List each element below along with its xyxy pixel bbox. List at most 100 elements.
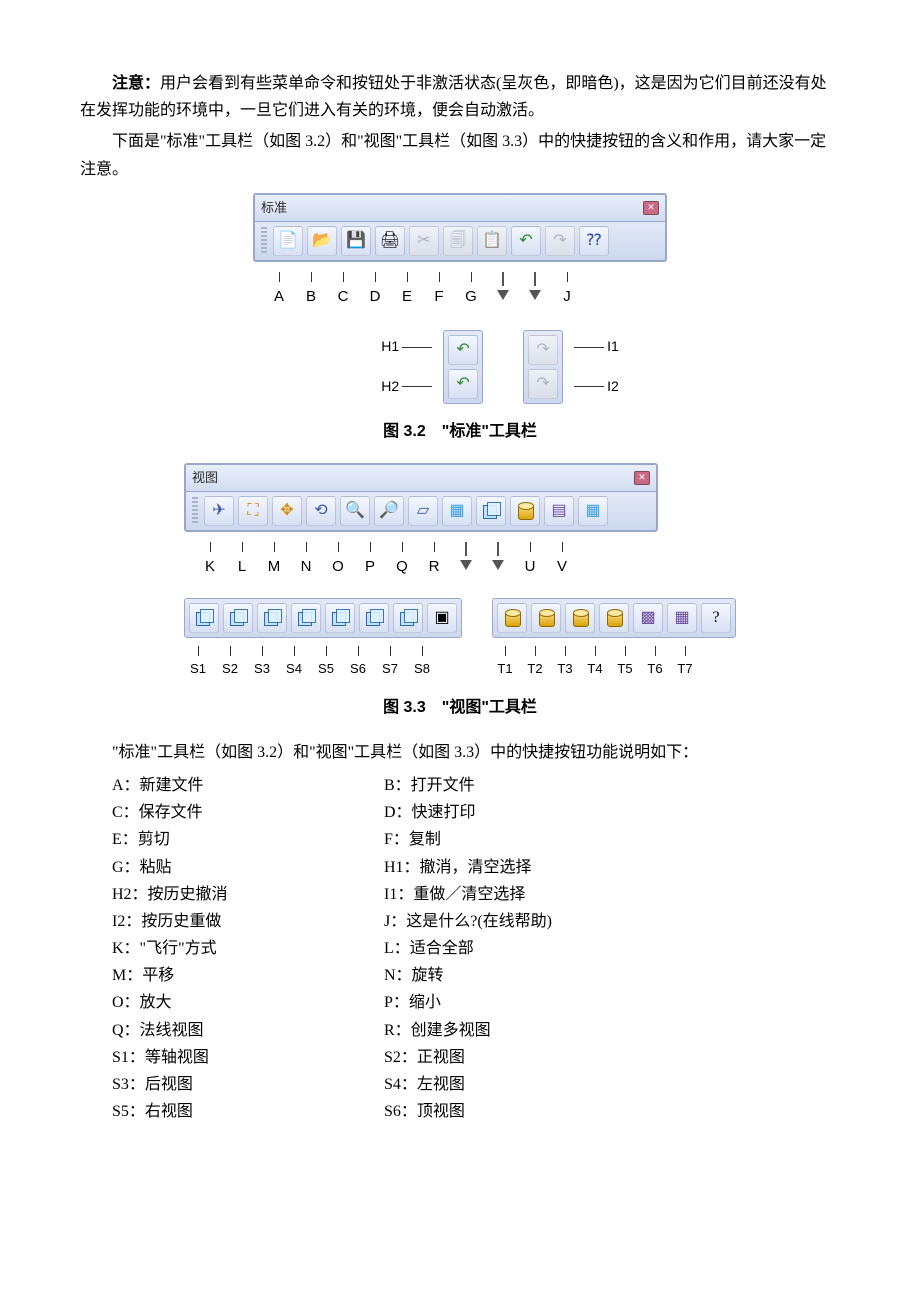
normal-view-button[interactable]: ▱ (408, 496, 438, 526)
close-icon[interactable]: ✕ (634, 471, 650, 485)
open-file-button[interactable]: 📂 (307, 226, 337, 256)
close-icon[interactable]: ✕ (643, 201, 659, 215)
undo-history-button[interactable]: ↶ (448, 369, 478, 399)
def: I1：重做／清空选择 (352, 881, 624, 908)
label-H2: H2 (381, 378, 399, 394)
redo-clear-button[interactable]: ↷ (528, 335, 558, 365)
def: B：打开文件 (352, 772, 624, 799)
def: J：这是什么?(在线帮助) (352, 908, 624, 935)
zoom-out-button[interactable]: 🔎 (374, 496, 404, 526)
label-T4: T4 (582, 646, 608, 680)
figure-view-toolbar: 视图 ✕ ✈ ⛶ ✥ ⟲ 🔍 🔎 ▱ ▦ ▤ ▦ K L M (80, 463, 840, 680)
s3-button[interactable] (257, 603, 287, 633)
label-L: L (228, 542, 256, 580)
print-button[interactable]: 🖨 (375, 226, 405, 256)
def: E：剪切 (80, 826, 352, 853)
note-label: 注意： (112, 75, 160, 92)
s1-button[interactable] (189, 603, 219, 633)
whats-this-button[interactable]: ⁇ (579, 226, 609, 256)
label-C: C (329, 272, 357, 310)
label-T5: T5 (612, 646, 638, 680)
pan-button[interactable]: ✥ (272, 496, 302, 526)
label-S4: S4 (280, 646, 308, 680)
t1-button[interactable] (497, 603, 527, 633)
toolbar-grip (261, 227, 267, 255)
cylinder-icon (515, 501, 535, 521)
redo-mini-panel: ↷ ↷ (523, 330, 563, 404)
label-T6: T6 (642, 646, 668, 680)
def: M：平移 (80, 962, 352, 989)
label-S6: S6 (344, 646, 372, 680)
std-toolbar-title: 标准 (261, 197, 287, 219)
toolbar-grip (192, 497, 198, 525)
label-P: P (356, 542, 384, 580)
multiview-button[interactable]: ▦ (442, 496, 472, 526)
def: S6：顶视图 (352, 1098, 624, 1125)
t4-button[interactable] (599, 603, 629, 633)
label-B: B (297, 272, 325, 310)
render-style-button[interactable] (510, 496, 540, 526)
v-button[interactable]: ▦ (578, 496, 608, 526)
cube-icon (262, 608, 282, 628)
caption-fig-3-2: 图 3.2 "标准"工具栏 (80, 418, 840, 445)
def: R：创建多视图 (352, 1017, 624, 1044)
t-render-strip: ▩ ▦ ? (492, 598, 736, 638)
def: H1：撤消，清空选择 (352, 854, 624, 881)
s2-button[interactable] (223, 603, 253, 633)
def: N：旋转 (352, 962, 624, 989)
t7-button[interactable]: ? (701, 603, 731, 633)
cylinder-icon (570, 608, 590, 628)
new-file-button[interactable]: 📄 (273, 226, 303, 256)
paste-button[interactable]: 📋 (477, 226, 507, 256)
s4-button[interactable] (291, 603, 321, 633)
t3-button[interactable] (565, 603, 595, 633)
std-toolbar-titlebar: 标准 ✕ (255, 195, 665, 222)
cut-button[interactable]: ✂ (409, 226, 439, 256)
redo-button[interactable]: ↷ (545, 226, 575, 256)
label-V: V (548, 542, 576, 580)
save-file-button[interactable]: 💾 (341, 226, 371, 256)
label-N: N (292, 542, 320, 580)
iso-view-button[interactable] (476, 496, 506, 526)
label-S3: S3 (248, 646, 276, 680)
def: C：保存文件 (80, 799, 352, 826)
label-K: K (196, 542, 224, 580)
rotate-button[interactable]: ⟲ (306, 496, 336, 526)
s7-button[interactable] (393, 603, 423, 633)
t5-button[interactable]: ▩ (633, 603, 663, 633)
label-A: A (265, 272, 293, 310)
fly-mode-button[interactable]: ✈ (204, 496, 234, 526)
s5-button[interactable] (325, 603, 355, 633)
cylinder-icon (502, 608, 522, 628)
def: I2：按历史重做 (80, 908, 352, 935)
label-M: M (260, 542, 288, 580)
def: Q：法线视图 (80, 1017, 352, 1044)
undo-clear-button[interactable]: ↶ (448, 335, 478, 365)
zoom-in-button[interactable]: 🔍 (340, 496, 370, 526)
s6-button[interactable] (359, 603, 389, 633)
copy-button[interactable]: 🗐 (443, 226, 473, 256)
label-J: J (553, 272, 581, 310)
def: S1：等轴视图 (80, 1044, 352, 1071)
cube-icon (481, 501, 501, 521)
t2-button[interactable] (531, 603, 561, 633)
label-H1: H1 (381, 338, 399, 354)
label-T3: T3 (552, 646, 578, 680)
def: F：复制 (352, 826, 624, 853)
label-S8: S8 (408, 646, 436, 680)
note-paragraph: 注意：用户会看到有些菜单命令和按钮处于非激活状态(呈灰色，即暗色)，这是因为它们… (80, 70, 840, 124)
cube-icon (228, 608, 248, 628)
undo-button[interactable]: ↶ (511, 226, 541, 256)
label-O: O (324, 542, 352, 580)
cube-icon (330, 608, 350, 628)
u-button[interactable]: ▤ (544, 496, 574, 526)
def: S3：后视图 (80, 1071, 352, 1098)
cylinder-icon (604, 608, 624, 628)
s8-button[interactable]: ▣ (427, 603, 457, 633)
t6-button[interactable]: ▦ (667, 603, 697, 633)
definitions-list: A：新建文件B：打开文件 C：保存文件D：快速打印 E：剪切F：复制 G：粘贴H… (80, 772, 840, 1125)
def: L：适合全部 (352, 935, 624, 962)
fit-all-button[interactable]: ⛶ (238, 496, 268, 526)
redo-history-button[interactable]: ↷ (528, 369, 558, 399)
def: S4：左视图 (352, 1071, 624, 1098)
